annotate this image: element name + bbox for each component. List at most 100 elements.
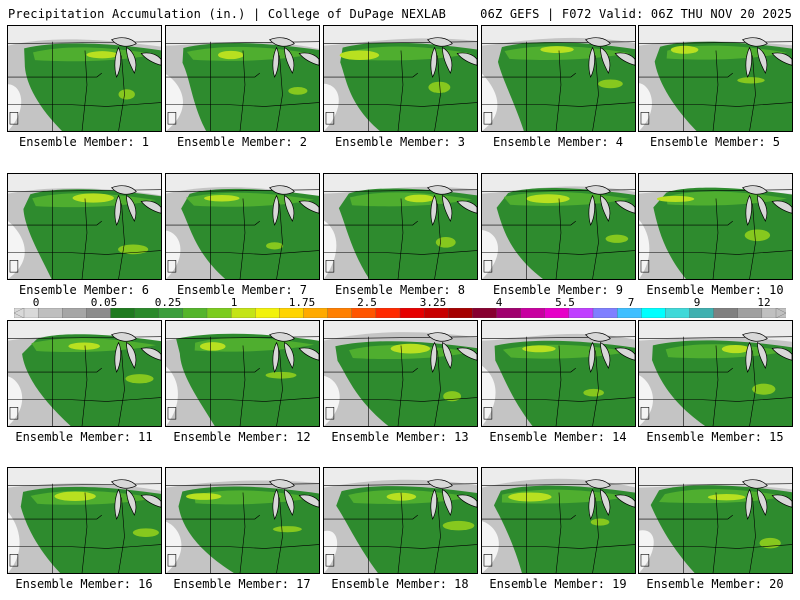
colorbar-swatch xyxy=(713,308,739,318)
state-borders xyxy=(482,483,635,573)
ensemble-member-map xyxy=(638,25,793,132)
precip-max-region xyxy=(508,492,552,502)
colorbar-swatch xyxy=(37,308,63,318)
colorbar-swatch xyxy=(520,308,546,318)
ensemble-member-map xyxy=(7,467,162,574)
dry-region xyxy=(166,521,182,573)
colorbar-swatch xyxy=(689,308,715,318)
precip-moderate-region xyxy=(496,188,635,279)
great-lakes xyxy=(269,479,319,520)
dry-region xyxy=(8,221,25,279)
colorbar-tick-label: 5.5 xyxy=(555,296,575,309)
precip-moderate-region xyxy=(653,187,792,279)
dry-region xyxy=(8,376,23,426)
precip-max-region xyxy=(72,193,114,203)
great-lakes xyxy=(111,185,161,226)
precip-map xyxy=(324,468,477,573)
state-borders xyxy=(8,336,161,426)
colorbar-tick-label: 1.75 xyxy=(288,296,316,309)
colorbar-tick-label: 0 xyxy=(32,296,40,309)
ensemble-member-caption: Ensemble Member: 14 xyxy=(489,430,627,444)
ensemble-member-map xyxy=(7,173,162,280)
colorbar-swatch xyxy=(496,308,522,318)
colorbar-swatch xyxy=(665,308,691,318)
precip-map xyxy=(482,26,635,131)
colorbar-swatch xyxy=(351,308,377,318)
dry-region xyxy=(8,84,22,131)
colorbar-swatch xyxy=(279,308,305,318)
ensemble-member-map xyxy=(165,25,320,132)
precip-max-region xyxy=(526,194,570,204)
dry-region xyxy=(8,512,20,573)
dry-region xyxy=(482,521,499,573)
ensemble-member-caption: Ensemble Member: 11 xyxy=(15,430,153,444)
precip-moderate-region xyxy=(24,43,161,131)
ensemble-member-caption: Ensemble Member: 5 xyxy=(649,135,781,149)
great-lakes xyxy=(742,332,792,373)
colorbar-swatch xyxy=(62,308,88,318)
dry-region xyxy=(482,73,498,131)
ensemble-member-map xyxy=(481,320,636,427)
precip-max-region xyxy=(522,345,556,353)
colorbar-tick-label: 0.05 xyxy=(90,296,118,309)
precip-band-region xyxy=(194,490,315,505)
state-borders xyxy=(166,483,319,573)
colorbar-tick-label: 4 xyxy=(495,296,503,309)
colorbar-swatch xyxy=(206,308,232,318)
ensemble-member-caption: Ensemble Member: 7 xyxy=(176,283,308,297)
precip-max-region xyxy=(68,342,100,350)
dry-region xyxy=(166,230,181,279)
ensemble-member-map xyxy=(323,25,478,132)
great-lakes xyxy=(269,37,319,78)
colorbar-swatch xyxy=(327,308,353,318)
colorbar-tick-label: 3.25 xyxy=(419,296,447,309)
colorbar-swatch xyxy=(568,308,594,318)
great-lakes xyxy=(742,37,792,78)
precip-band-region xyxy=(350,46,473,61)
great-lakes xyxy=(111,479,161,520)
precip-max-region xyxy=(199,342,226,351)
colorbar-swatch xyxy=(544,308,570,318)
colorbar-tick-label: 12 xyxy=(757,296,771,309)
precip-map xyxy=(8,468,161,573)
ensemble-member-caption: Ensemble Member: 9 xyxy=(492,283,624,297)
precip-moderate-region xyxy=(23,189,161,279)
great-lakes xyxy=(427,37,477,78)
precip-max-region xyxy=(656,195,695,202)
precip-moderate-region xyxy=(335,341,477,426)
colorbar-tick-label: 9 xyxy=(693,296,701,309)
ensemble-member-caption: Ensemble Member: 8 xyxy=(334,283,466,297)
precip-secondary-region xyxy=(752,383,776,395)
great-lakes xyxy=(427,332,477,373)
colorbar-swatch xyxy=(110,308,136,318)
dry-region xyxy=(166,366,178,426)
ensemble-member-caption: Ensemble Member: 17 xyxy=(173,577,311,591)
ensemble-member-map xyxy=(638,173,793,280)
precip-secondary-region xyxy=(118,89,135,100)
state-borders xyxy=(639,41,792,131)
ensemble-member-caption: Ensemble Member: 4 xyxy=(492,135,624,149)
precip-secondary-region xyxy=(428,81,451,93)
colorbar-swatch xyxy=(592,308,618,318)
precip-max-region xyxy=(721,344,750,354)
colorbar-tick-label: 0.25 xyxy=(154,296,182,309)
colorbar-swatch xyxy=(737,308,763,318)
precip-secondary-region xyxy=(583,388,604,397)
precip-map xyxy=(324,174,477,279)
state-borders xyxy=(166,41,319,131)
precip-moderate-region xyxy=(22,334,161,426)
ensemble-member-map xyxy=(7,25,162,132)
precip-band-region xyxy=(666,191,788,206)
colorbar-swatch xyxy=(158,308,184,318)
colorbar-swatch xyxy=(399,308,425,318)
ensemble-member-map xyxy=(7,320,162,427)
colorbar-swatch xyxy=(472,308,498,318)
precip-secondary-region xyxy=(744,229,771,242)
precip-max-region xyxy=(707,494,746,501)
precip-secondary-region xyxy=(442,520,475,531)
precip-colorbar: 0 0.05 0.25 1 1.75 2.5 3.25 4 5.5 7 9 12 xyxy=(14,296,786,320)
colorbar-swatch xyxy=(375,308,401,318)
state-borders xyxy=(324,41,477,131)
colorbar-swatch xyxy=(761,308,786,318)
dry-region xyxy=(639,530,654,573)
